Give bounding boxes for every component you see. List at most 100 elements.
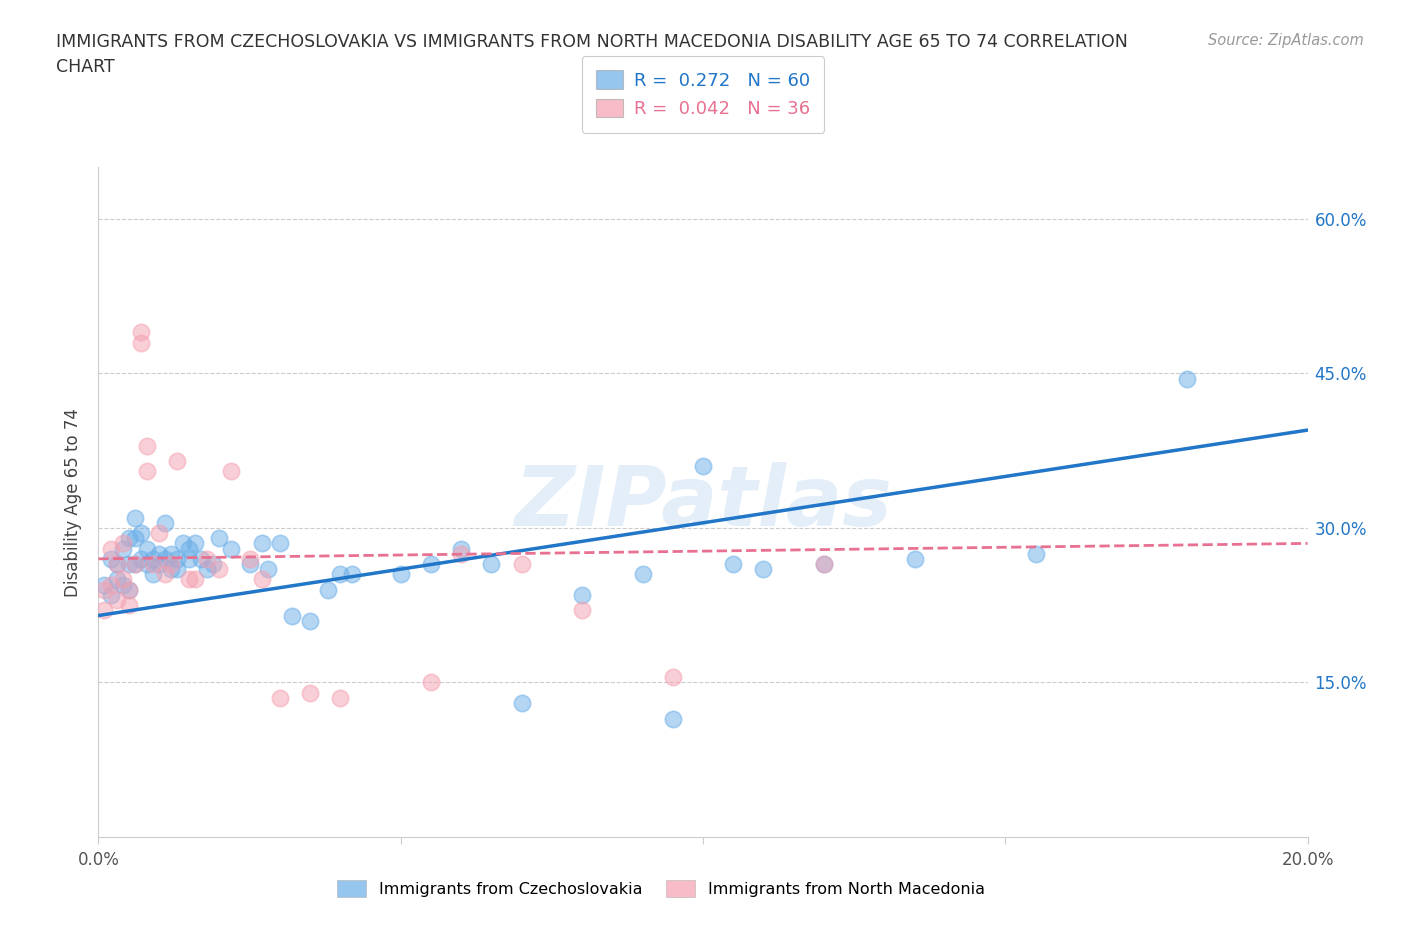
Point xyxy=(118,531,141,546)
Point xyxy=(250,572,273,587)
Point xyxy=(142,556,165,571)
Point xyxy=(93,603,115,618)
Point xyxy=(281,608,304,623)
Point xyxy=(329,567,352,582)
Point xyxy=(160,556,183,571)
Point xyxy=(129,525,152,540)
Point xyxy=(93,578,115,592)
Point xyxy=(329,690,352,705)
Point xyxy=(1175,371,1198,386)
Point xyxy=(179,572,201,587)
Point xyxy=(135,464,157,479)
Point xyxy=(166,454,188,469)
Point xyxy=(269,690,291,705)
Point xyxy=(221,541,243,556)
Point xyxy=(93,582,115,597)
Point xyxy=(148,556,170,571)
Point xyxy=(813,556,835,571)
Point xyxy=(510,556,533,571)
Point xyxy=(118,556,141,571)
Point xyxy=(269,536,291,551)
Point xyxy=(166,551,188,566)
Point xyxy=(111,541,134,556)
Point xyxy=(124,556,146,571)
Legend: R =  0.272   N = 60, R =  0.042   N = 36: R = 0.272 N = 60, R = 0.042 N = 36 xyxy=(582,56,824,132)
Point xyxy=(100,588,122,603)
Point xyxy=(179,551,201,566)
Point xyxy=(571,588,593,603)
Point xyxy=(124,511,146,525)
Point xyxy=(904,551,927,566)
Point xyxy=(202,556,225,571)
Point xyxy=(166,562,188,577)
Point xyxy=(124,531,146,546)
Point xyxy=(221,464,243,479)
Text: Source: ZipAtlas.com: Source: ZipAtlas.com xyxy=(1208,33,1364,47)
Point xyxy=(129,551,152,566)
Point xyxy=(160,546,183,561)
Point xyxy=(118,582,141,597)
Text: IMMIGRANTS FROM CZECHOSLOVAKIA VS IMMIGRANTS FROM NORTH MACEDONIA DISABILITY AGE: IMMIGRANTS FROM CZECHOSLOVAKIA VS IMMIGR… xyxy=(56,33,1128,75)
Point xyxy=(160,562,183,577)
Point xyxy=(208,531,231,546)
Point xyxy=(184,572,207,587)
Point xyxy=(135,541,157,556)
Point xyxy=(100,541,122,556)
Point xyxy=(124,556,146,571)
Point xyxy=(129,335,152,350)
Point xyxy=(142,567,165,582)
Point xyxy=(190,551,212,566)
Point xyxy=(420,556,443,571)
Point xyxy=(299,685,322,700)
Point xyxy=(111,572,134,587)
Point xyxy=(662,670,685,684)
Point xyxy=(631,567,654,582)
Point xyxy=(105,572,128,587)
Point xyxy=(239,556,262,571)
Point xyxy=(450,541,472,556)
Point xyxy=(148,546,170,561)
Point xyxy=(105,556,128,571)
Point xyxy=(172,536,194,551)
Point xyxy=(250,536,273,551)
Point xyxy=(692,458,714,473)
Point xyxy=(135,438,157,453)
Point xyxy=(129,325,152,339)
Point xyxy=(184,536,207,551)
Point xyxy=(135,556,157,571)
Point xyxy=(239,551,262,566)
Point xyxy=(111,536,134,551)
Point xyxy=(105,556,128,571)
Point xyxy=(105,592,128,607)
Point xyxy=(100,551,122,566)
Point xyxy=(179,541,201,556)
Point xyxy=(208,562,231,577)
Point xyxy=(153,567,176,582)
Point xyxy=(148,525,170,540)
Point xyxy=(420,675,443,690)
Point xyxy=(481,556,503,571)
Point xyxy=(256,562,278,577)
Point xyxy=(142,551,165,566)
Point xyxy=(316,582,339,597)
Point xyxy=(450,546,472,561)
Point xyxy=(1024,546,1046,561)
Point xyxy=(195,562,218,577)
Point xyxy=(118,598,141,613)
Point xyxy=(510,696,533,711)
Point xyxy=(342,567,364,582)
Point xyxy=(299,613,322,628)
Point xyxy=(723,556,745,571)
Point xyxy=(389,567,412,582)
Point xyxy=(195,551,218,566)
Point xyxy=(118,582,141,597)
Point xyxy=(153,515,176,530)
Point xyxy=(100,578,122,592)
Point xyxy=(752,562,775,577)
Point xyxy=(571,603,593,618)
Point xyxy=(662,711,685,726)
Text: ZIPatlas: ZIPatlas xyxy=(515,461,891,543)
Point xyxy=(111,578,134,592)
Point xyxy=(813,556,835,571)
Point xyxy=(153,551,176,566)
